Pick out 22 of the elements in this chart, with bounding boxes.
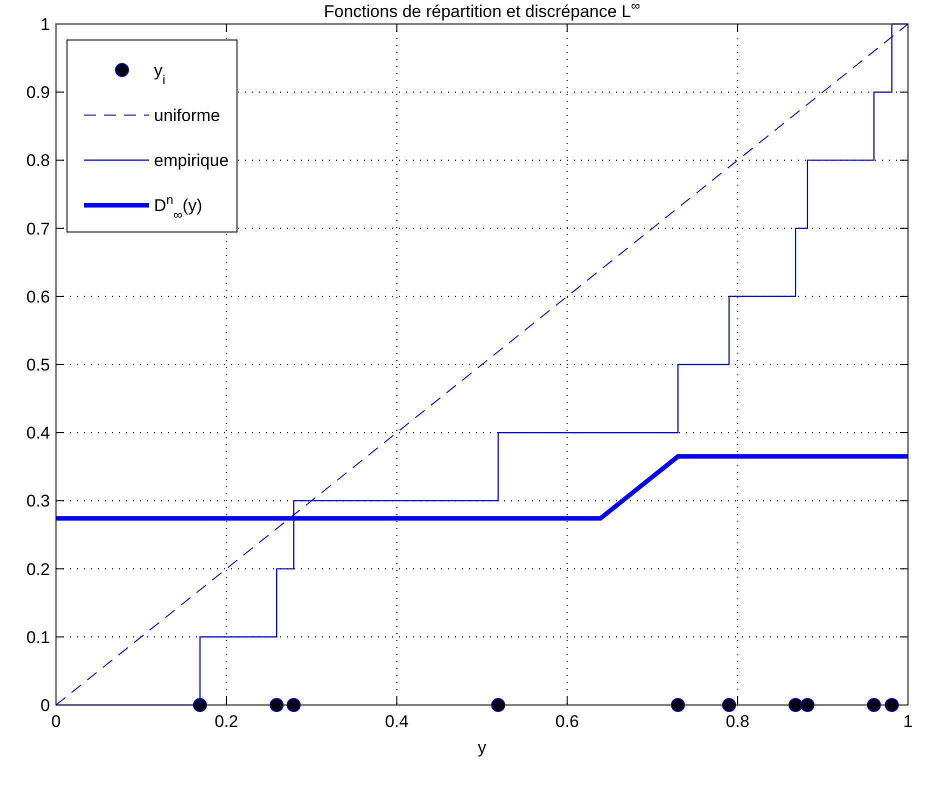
y-tick-label: 0.5	[26, 356, 50, 374]
chart-title: Fonctions de répartition et discrépance L$^{∞}$	[324, 0, 640, 21]
legend-label: y$_{i}$	[154, 61, 166, 86]
y-tick-label: 0.3	[26, 492, 50, 511]
y-tick-label: 0.9	[26, 83, 50, 102]
y-tick-label: 0.4	[26, 424, 50, 443]
legend-label: empirique	[154, 151, 229, 170]
y-tick-label: 0.6	[26, 287, 50, 306]
x-tick-label: 0.8	[726, 712, 750, 731]
y-tick-label: 0	[40, 696, 50, 715]
x-tick-label: 0.2	[214, 712, 238, 731]
y-tick-label: 0.2	[26, 560, 50, 579]
y-tick-label: 0.1	[26, 628, 50, 647]
x-axis-title: y	[478, 738, 487, 757]
x-tick-label: 1	[903, 712, 913, 731]
x-tick-label: 0.4	[384, 712, 409, 731]
y-tick-label: 0.7	[26, 219, 50, 238]
x-tick-label: 0.6	[555, 712, 580, 731]
legend-label: uniforme	[154, 106, 220, 126]
y-tick-label: 0.8	[26, 151, 50, 170]
y-tick-label: 1	[40, 15, 50, 34]
legend-label: D$^{n}$$_{∞}$(y)	[154, 192, 202, 222]
